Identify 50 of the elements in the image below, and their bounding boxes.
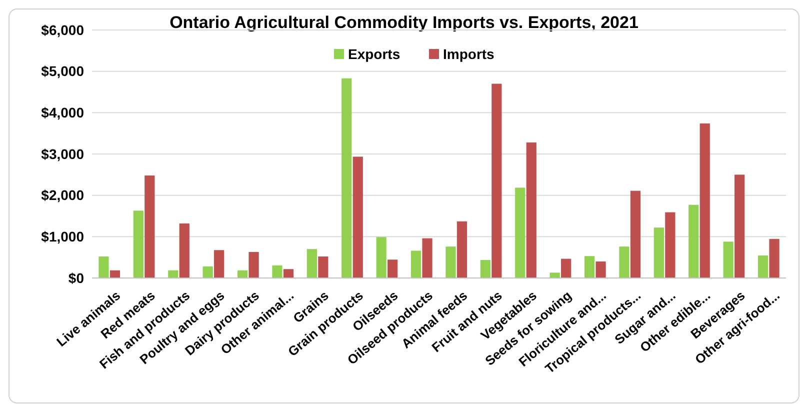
legend-label: Exports: [348, 46, 400, 62]
bar: [272, 265, 282, 278]
bar: [596, 261, 606, 278]
bar: [456, 221, 468, 278]
bar: [665, 212, 676, 278]
bar: [306, 249, 317, 278]
bar: [376, 237, 386, 278]
y-tick-label: $6,000: [41, 22, 84, 38]
bar: [133, 210, 144, 278]
bar: [202, 266, 213, 278]
bar: [734, 174, 745, 278]
bar: [98, 256, 109, 278]
bar: [550, 272, 560, 278]
bar: [758, 255, 768, 278]
bar: [410, 250, 422, 278]
y-tick-label: $4,000: [41, 104, 84, 121]
bar: [214, 250, 224, 278]
bar: [342, 78, 352, 278]
bar: [352, 156, 363, 278]
y-tick-label: $3,000: [41, 146, 84, 162]
bar: [446, 246, 456, 278]
bar: [561, 258, 572, 278]
bar: [422, 238, 432, 278]
bar: [584, 256, 595, 278]
bar: [492, 84, 502, 278]
bar: [480, 260, 490, 278]
bar: [248, 252, 259, 278]
bar: [237, 270, 248, 278]
bar: [526, 142, 536, 278]
y-tick-label: $5,000: [41, 63, 84, 80]
bar: [283, 269, 294, 278]
bar: [630, 190, 641, 278]
bar: [168, 270, 178, 278]
chart-title: Ontario Agricultural Commodity Imports vs. Exports, 2021: [170, 13, 638, 32]
bar: [515, 188, 526, 278]
bar: [110, 270, 120, 278]
y-tick-label: $1,000: [41, 228, 84, 245]
bar: [318, 256, 328, 278]
y-tick-label: $2,000: [41, 187, 84, 204]
legend-label: Imports: [443, 46, 495, 62]
bar: [769, 238, 780, 278]
bar: [619, 246, 630, 278]
bar: [688, 204, 699, 278]
bar: [179, 223, 190, 278]
bar: [700, 123, 710, 278]
bar: [388, 260, 398, 278]
y-tick-label: $0: [68, 270, 84, 286]
bar: [144, 175, 155, 278]
bar: [654, 228, 664, 278]
bar: [723, 242, 734, 278]
